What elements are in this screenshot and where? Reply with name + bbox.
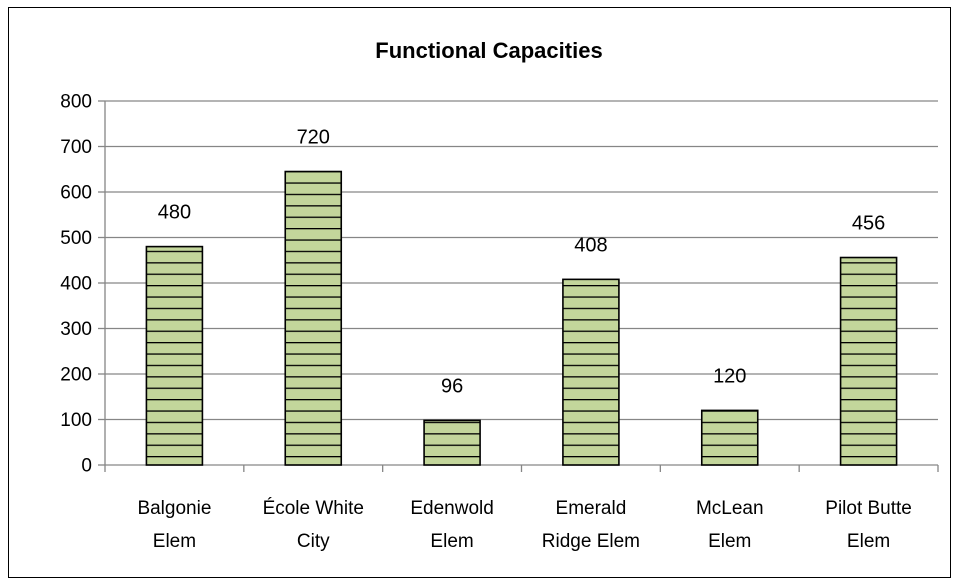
- data-label: 120: [713, 365, 746, 387]
- bar: [423, 419, 481, 466]
- x-category-label: Balgonie: [137, 498, 211, 519]
- y-tick-label: 300: [60, 319, 92, 340]
- x-category-label: Elem: [708, 531, 751, 552]
- axes: [98, 100, 939, 472]
- data-label: 96: [441, 375, 463, 397]
- data-label: 408: [574, 234, 607, 256]
- bar: [839, 256, 898, 466]
- x-category-label: Edenwold: [410, 498, 493, 519]
- x-category-label: McLean: [696, 498, 764, 519]
- y-tick-label: 100: [60, 410, 92, 431]
- y-tick-label: 400: [60, 274, 92, 295]
- y-tick-label: 600: [60, 183, 92, 204]
- x-category-label: Pilot Butte: [825, 498, 912, 519]
- data-label: 456: [852, 213, 885, 235]
- y-tick-label: 800: [60, 92, 92, 113]
- labels: 0 100 200 300 400 500 600 700 800 480 Balgonie Elem…: [60, 92, 912, 553]
- y-tick-label: 200: [60, 365, 92, 386]
- bar: [145, 245, 204, 466]
- x-category-label: Emerald: [556, 498, 627, 519]
- y-tick-label: 700: [60, 137, 92, 158]
- x-category-label: City: [297, 531, 330, 552]
- x-category-label: Elem: [430, 531, 473, 552]
- chart-title: Functional Capacities: [375, 38, 602, 63]
- gridlines: [105, 100, 938, 421]
- data-label: 720: [297, 127, 330, 149]
- bar: [700, 409, 759, 466]
- x-category-label: Elem: [153, 531, 196, 552]
- data-label: 480: [158, 202, 191, 224]
- bars: [145, 170, 898, 466]
- y-tick-label: 500: [60, 228, 92, 249]
- bar: [562, 278, 620, 466]
- bar: [284, 170, 343, 466]
- x-category-label: École White: [263, 498, 364, 519]
- y-tick-label: 0: [81, 456, 92, 477]
- x-category-label: Ridge Elem: [542, 531, 640, 552]
- x-category-label: Elem: [847, 531, 890, 552]
